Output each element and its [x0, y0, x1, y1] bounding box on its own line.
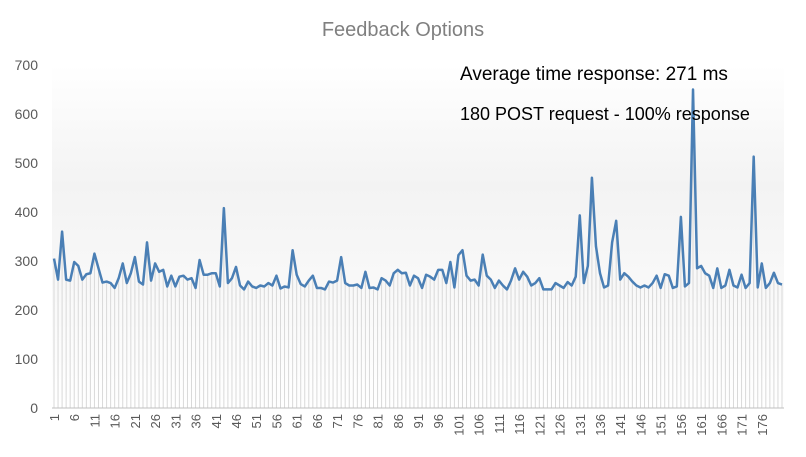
y-tick-label: 200: [15, 302, 39, 318]
y-tick-label: 300: [15, 253, 39, 269]
x-tick-label: 176: [755, 414, 770, 436]
annotation-average: Average time response: 271 ms: [460, 64, 728, 85]
x-tick-label: 41: [209, 414, 224, 428]
x-tick-label: 51: [249, 414, 264, 428]
x-tick-label: 36: [189, 414, 204, 428]
x-tick-label: 111: [492, 414, 507, 434]
x-tick-label: 171: [735, 414, 750, 436]
x-tick-label: 56: [269, 414, 284, 428]
y-tick-label: 700: [15, 57, 39, 73]
x-tick-label: 71: [330, 414, 345, 428]
y-tick-label: 600: [15, 106, 39, 122]
x-tick-label: 101: [451, 414, 466, 436]
x-tick-label: 46: [229, 414, 244, 428]
annotation-requests: 180 POST request - 100% response: [460, 104, 750, 124]
x-tick-label: 81: [371, 414, 386, 428]
x-tick-label: 161: [694, 414, 709, 436]
x-tick-label: 146: [633, 414, 648, 436]
x-tick-label: 6: [67, 414, 82, 421]
x-tick-label: 16: [108, 414, 123, 428]
x-tick-label: 26: [148, 414, 163, 428]
x-tick-label: 106: [472, 414, 487, 436]
x-tick-label: 96: [431, 414, 446, 428]
x-tick-label: 86: [391, 414, 406, 428]
x-tick-label: 31: [168, 414, 183, 428]
chart-title: Feedback Options: [322, 19, 484, 41]
x-tick-label: 156: [674, 414, 689, 436]
x-tick-label: 11: [87, 414, 102, 428]
series-line: [52, 88, 783, 291]
y-tick-label: 0: [30, 400, 38, 416]
x-tick-label: 116: [512, 414, 527, 435]
x-tick-label: 76: [350, 414, 365, 428]
x-tick-label: 126: [553, 414, 568, 436]
x-tick-label: 136: [593, 414, 608, 436]
x-tick-label: 1: [47, 414, 62, 421]
y-tick-label: 500: [15, 155, 39, 171]
x-tick-label: 131: [573, 414, 588, 436]
x-tick-label: 91: [411, 414, 426, 428]
x-tick-label: 141: [613, 414, 628, 436]
x-tick-label: 166: [714, 414, 729, 436]
x-tick-label: 21: [128, 414, 143, 428]
x-tick-label: 151: [654, 414, 669, 436]
x-tick-label: 61: [290, 414, 305, 428]
x-tick-label: 121: [532, 414, 547, 436]
y-tick-label: 100: [15, 351, 39, 367]
x-tick-label: 66: [310, 414, 325, 428]
y-tick-label: 400: [15, 204, 39, 220]
